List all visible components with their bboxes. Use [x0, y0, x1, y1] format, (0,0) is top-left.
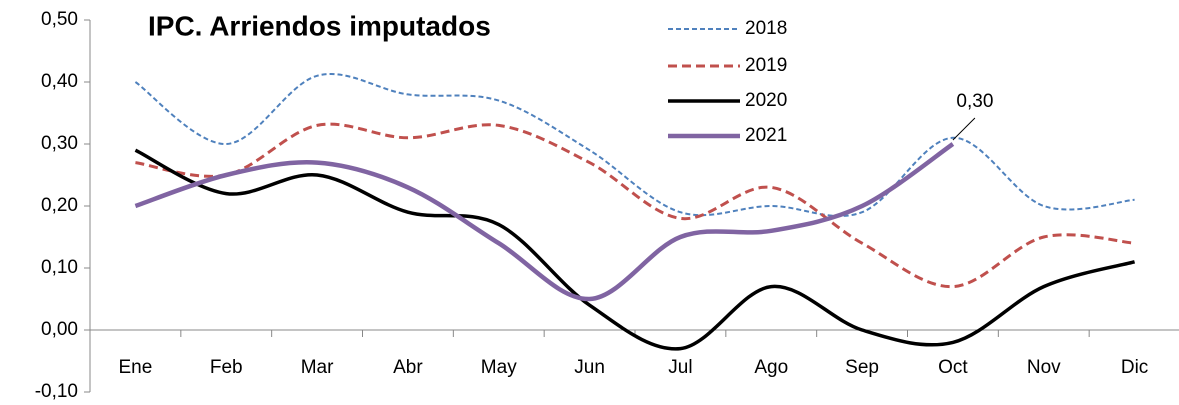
- y-tick-label: 0,50: [41, 9, 78, 30]
- data-label: 0,30: [956, 91, 993, 112]
- y-tick-label: -0,10: [35, 381, 78, 402]
- legend-label: 2021: [745, 125, 787, 146]
- x-tick-label: Ago: [754, 357, 788, 378]
- legend-label: 2019: [745, 55, 787, 76]
- series-line: [134, 148, 1136, 351]
- x-tick-label: Jul: [668, 357, 692, 378]
- x-tick-label: Sep: [845, 357, 879, 378]
- x-tick-label: Ene: [119, 357, 153, 378]
- x-tick-label: Dic: [1121, 357, 1148, 378]
- x-tick-label: Nov: [1027, 357, 1061, 378]
- y-tick-label: 0,00: [41, 319, 78, 340]
- x-tick-label: Oct: [938, 357, 968, 378]
- chart-title: IPC. Arriendos imputados: [148, 10, 491, 41]
- y-tick-label: 0,40: [41, 71, 78, 92]
- legend-label: 2020: [745, 90, 787, 111]
- x-tick-label: Feb: [210, 357, 243, 378]
- y-tick-label: 0,30: [41, 133, 78, 154]
- x-tick-label: Mar: [301, 357, 334, 378]
- legend-label: 2018: [745, 18, 787, 39]
- y-tick-label: 0,20: [41, 195, 78, 216]
- series-line: [135, 122, 1135, 289]
- y-tick-label: 0,10: [41, 257, 78, 278]
- x-tick-label: May: [481, 357, 517, 378]
- x-tick-label: Jun: [574, 357, 605, 378]
- x-tick-label: Abr: [393, 357, 423, 378]
- series-line: [134, 142, 955, 302]
- label-leader: [952, 117, 976, 141]
